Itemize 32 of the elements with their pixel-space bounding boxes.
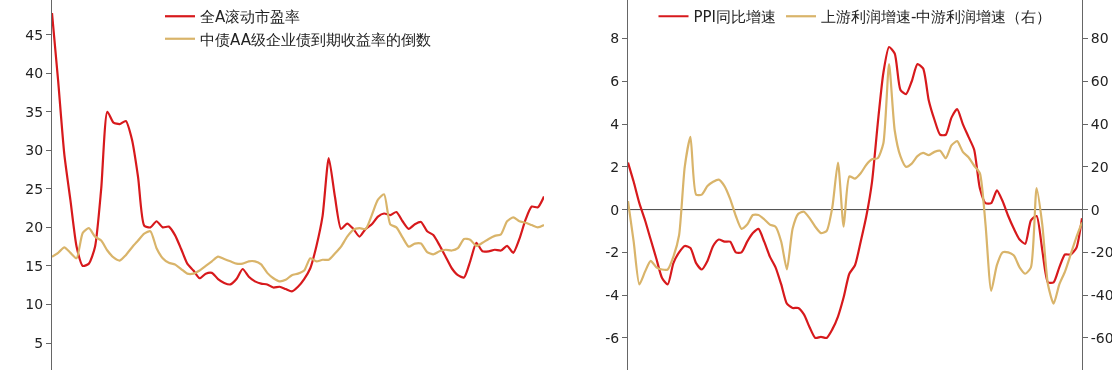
legend-label: 全A滚动市盈率 (200, 8, 301, 27)
y-tick-label: 2 (610, 158, 620, 175)
y-tick-label: 10 (25, 296, 44, 313)
y-tick-label: 8 (610, 30, 620, 47)
y-tick-label: 4 (610, 115, 620, 132)
y-tick-label: -4 (605, 287, 620, 304)
legend-label: 中债AA级企业债到期收益率的倒数 (200, 30, 431, 49)
legend-label: 上游利润增速-中游利润增速（右） (821, 8, 1052, 27)
y-tick-label: -6 (605, 329, 620, 346)
y2-tick-label: 80 (1090, 30, 1109, 47)
y2-tick-label: 60 (1090, 73, 1109, 90)
y-tick-label: 30 (25, 142, 44, 159)
y2-tick-label: -20 (1090, 244, 1112, 261)
y-tick-label: 15 (25, 257, 44, 274)
y-tick-label: 40 (25, 65, 44, 82)
y-tick-label: 5 (34, 334, 44, 351)
y2-tick-label: -60 (1090, 329, 1112, 346)
y-tick-label: 45 (25, 26, 44, 43)
y2-tick-label: -40 (1090, 287, 1112, 304)
y2-tick-label: 0 (1090, 201, 1100, 218)
y-tick-label: -2 (605, 244, 620, 261)
line-series (628, 63, 1082, 305)
y-tick-label: 0 (610, 201, 620, 218)
y-tick-label: 25 (25, 180, 44, 197)
y-tick-label: 20 (25, 219, 44, 236)
y-tick-label: 35 (25, 103, 44, 120)
y2-tick-label: 20 (1090, 158, 1109, 175)
y-tick-label: 6 (610, 73, 620, 90)
legend-label: PPI同比增速 (693, 8, 777, 27)
line-series (628, 45, 1082, 340)
y2-tick-label: 40 (1090, 115, 1109, 132)
line-series (52, 193, 544, 283)
